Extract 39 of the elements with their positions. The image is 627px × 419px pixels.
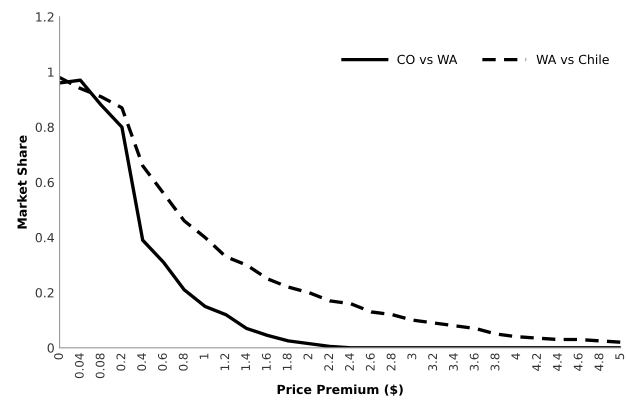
- x-tick-label: 3.8: [490, 353, 500, 371]
- x-tick-label: 4: [511, 353, 520, 360]
- x-tick-label: 0.6: [158, 353, 167, 371]
- x-tick-label: 3.4: [448, 353, 458, 371]
- x-tick-label: 3.6: [470, 353, 479, 371]
- y-axis-title: Market Share: [17, 135, 27, 229]
- x-tick-label: 0.2: [116, 354, 126, 371]
- x-tick-label: 1.6: [262, 353, 271, 370]
- x-tick-label: 0.04: [74, 353, 84, 378]
- x-tick-label: 2.4: [345, 353, 354, 371]
- x-tick-label: 3: [407, 354, 416, 360]
- y-tick-label: 1.2: [36, 12, 54, 22]
- y-tick-label: 0.6: [36, 178, 54, 188]
- x-axis-title: Price Premium ($): [278, 384, 403, 396]
- x-tick-label: 2.6: [366, 353, 375, 371]
- x-tick-label: 0.4: [137, 353, 146, 371]
- y-tick-label: 0.8: [36, 122, 54, 132]
- x-tick-label: 4.6: [574, 353, 583, 371]
- x-tick-label: 4.4: [553, 353, 562, 371]
- legend-label: CO vs WA: [397, 54, 458, 64]
- x-tick-label: 2: [303, 354, 312, 360]
- x-tick-label: 1.8: [282, 353, 292, 370]
- x-tick-label: 0.8: [178, 353, 188, 371]
- y-tick-label: 0.2: [36, 288, 54, 298]
- x-tick-label: 5: [615, 354, 624, 360]
- y-tick-label: 1: [48, 68, 54, 77]
- x-tick-label: 0.08: [96, 353, 105, 378]
- x-tick-label: 1: [200, 354, 208, 359]
- x-tick-label: 0: [54, 353, 63, 360]
- x-tick-label: 1.4: [241, 353, 250, 370]
- x-tick-label: 4.2: [532, 354, 541, 371]
- x-tick-label: 1.2: [220, 354, 230, 370]
- y-tick-label: 0: [48, 343, 54, 353]
- x-tick-label: 2.8: [386, 353, 396, 371]
- y-tick-label: 0.4: [36, 232, 54, 242]
- x-tick-label: 3.2: [428, 354, 438, 371]
- x-tick-label: 2.2: [324, 354, 334, 371]
- legend-label: WA vs Chile: [536, 54, 609, 64]
- x-tick-label: 4.8: [594, 353, 604, 371]
